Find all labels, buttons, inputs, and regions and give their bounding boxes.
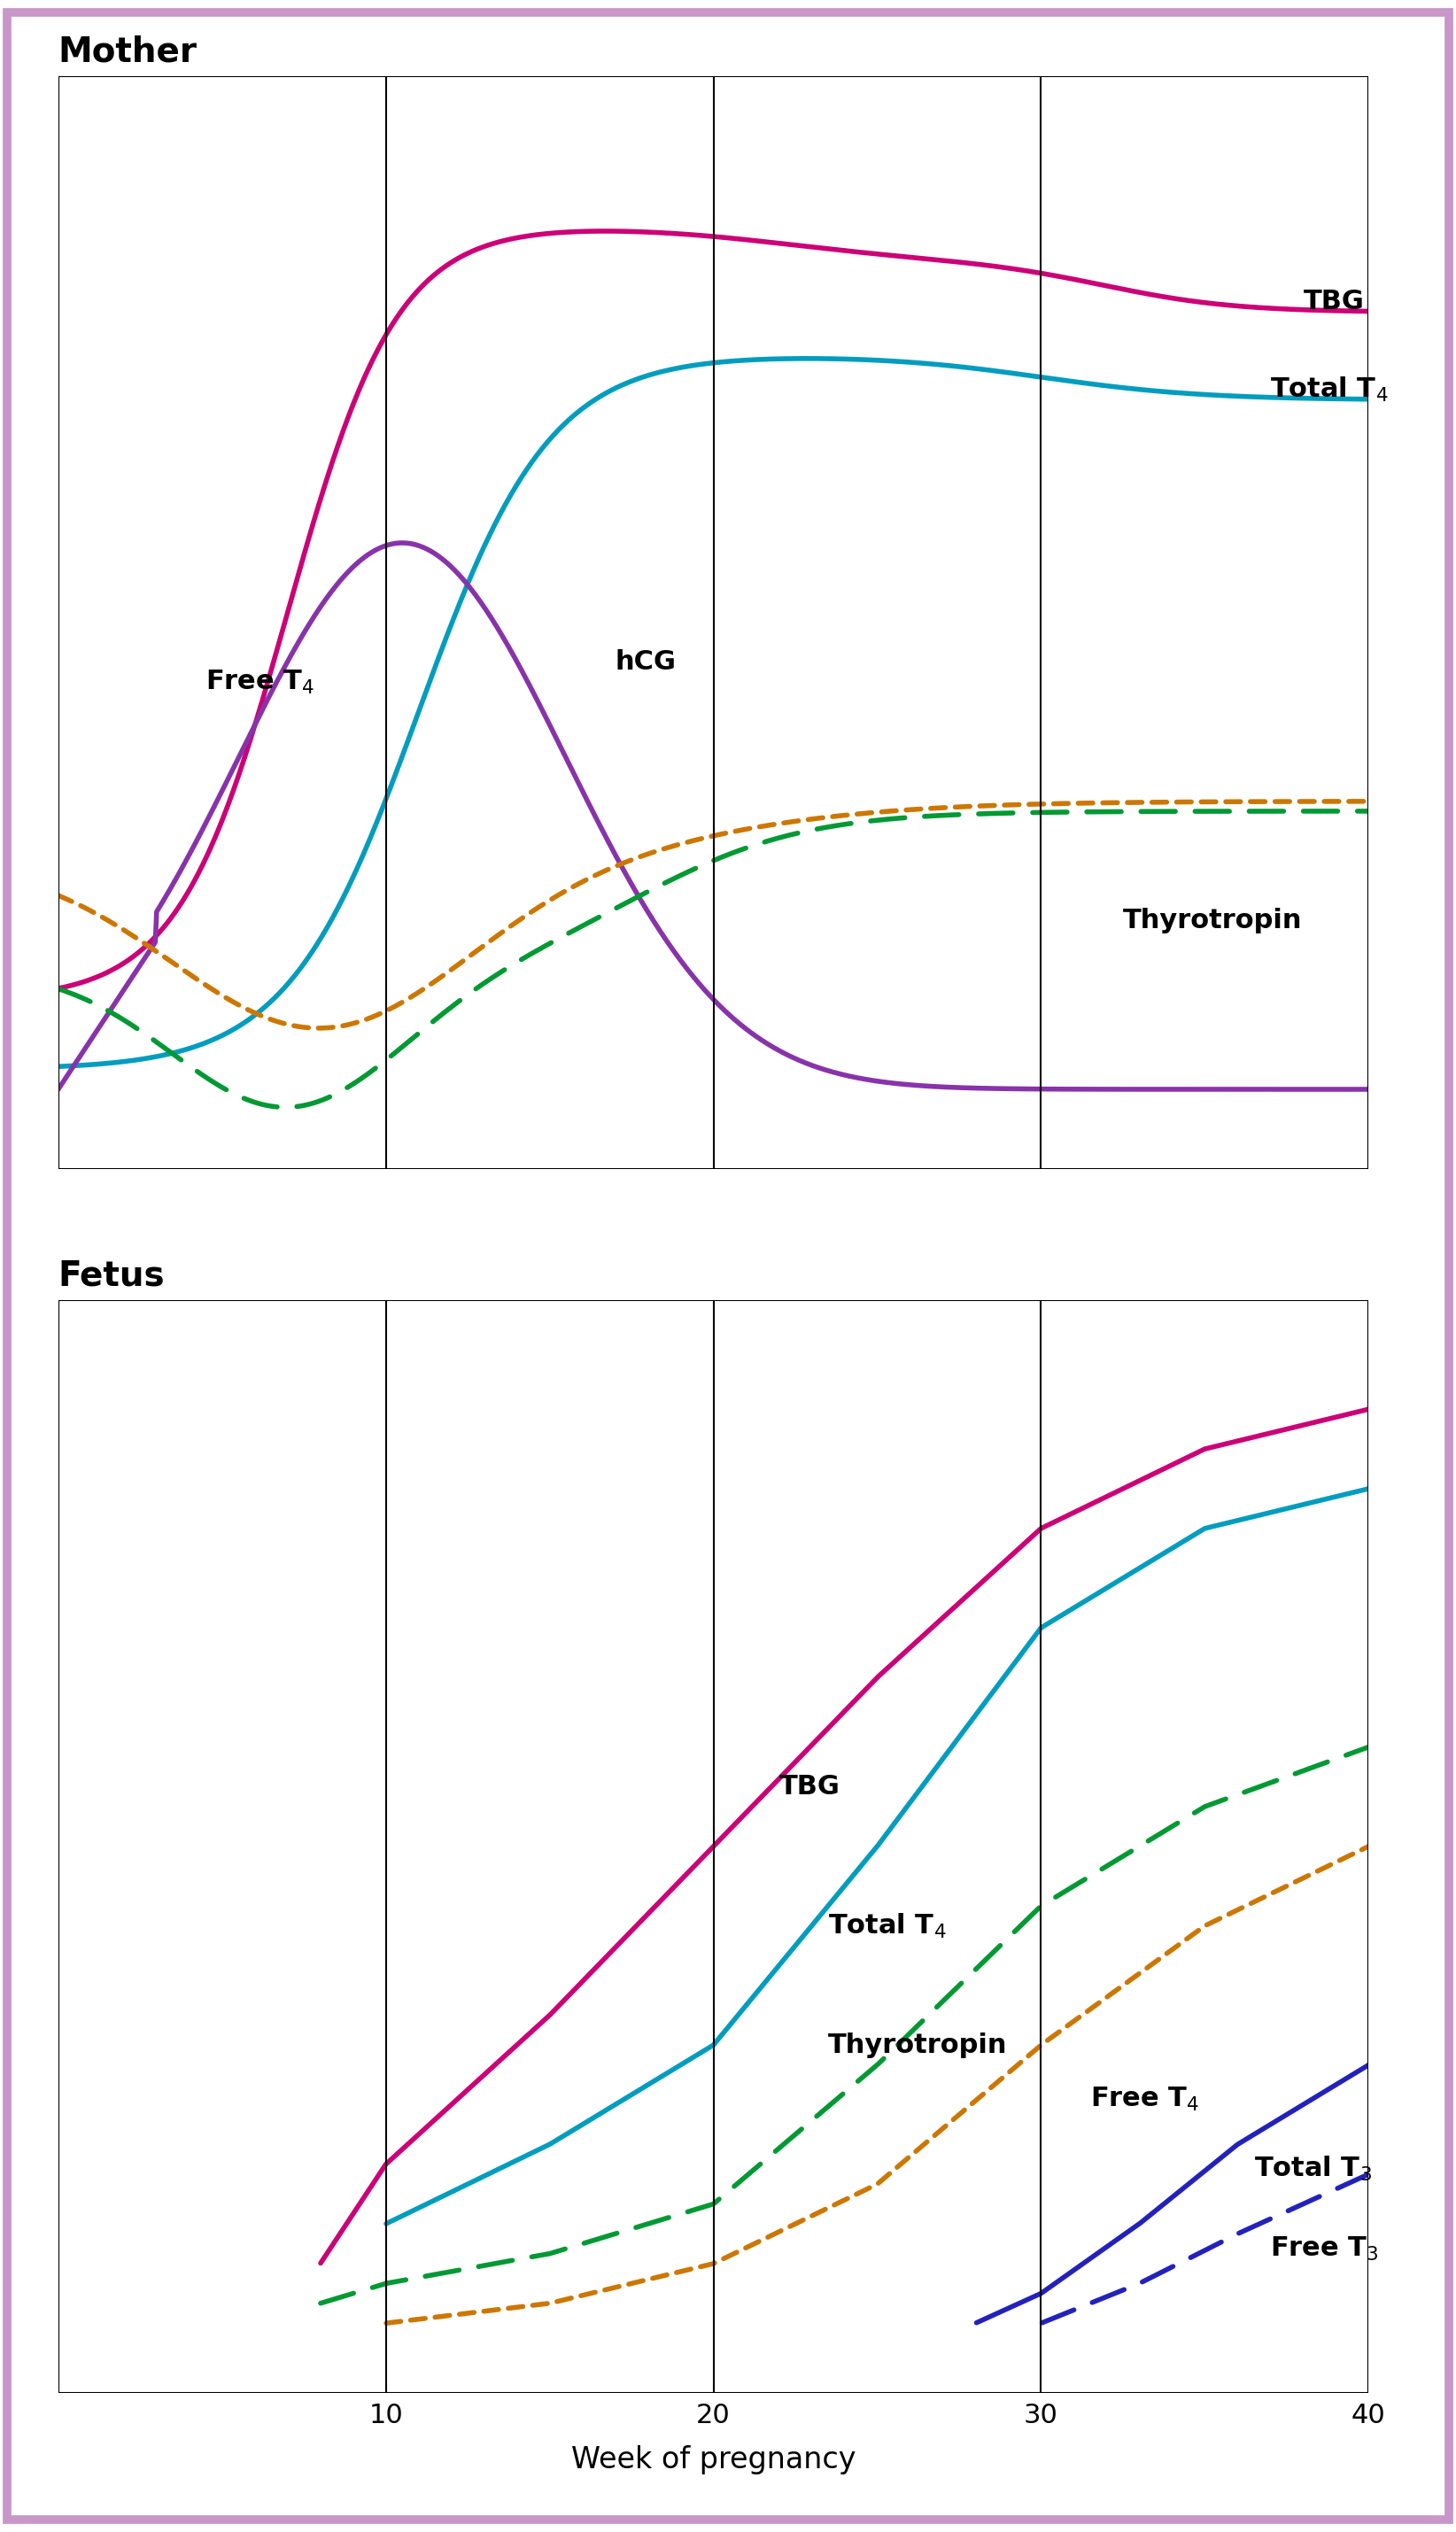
Text: Free T$_4$: Free T$_4$	[205, 668, 314, 696]
X-axis label: Week of pregnancy: Week of pregnancy	[571, 2446, 856, 2474]
Text: TBG: TBG	[1303, 289, 1364, 314]
Text: TBG: TBG	[779, 1775, 840, 1800]
Text: Free T$_4$: Free T$_4$	[1091, 2086, 1200, 2114]
Text: Fetus: Fetus	[58, 1258, 165, 1291]
Text: Thyrotropin: Thyrotropin	[1123, 906, 1302, 934]
Text: hCG: hCG	[614, 648, 676, 676]
Text: Free T$_3$: Free T$_3$	[1270, 2236, 1379, 2264]
Text: Thyrotropin: Thyrotropin	[828, 2033, 1008, 2059]
Text: Total T$_4$: Total T$_4$	[828, 1912, 946, 1940]
Text: Total T$_3$: Total T$_3$	[1254, 2155, 1372, 2183]
Text: Mother: Mother	[58, 35, 197, 68]
Text: Total T$_4$: Total T$_4$	[1270, 375, 1389, 403]
